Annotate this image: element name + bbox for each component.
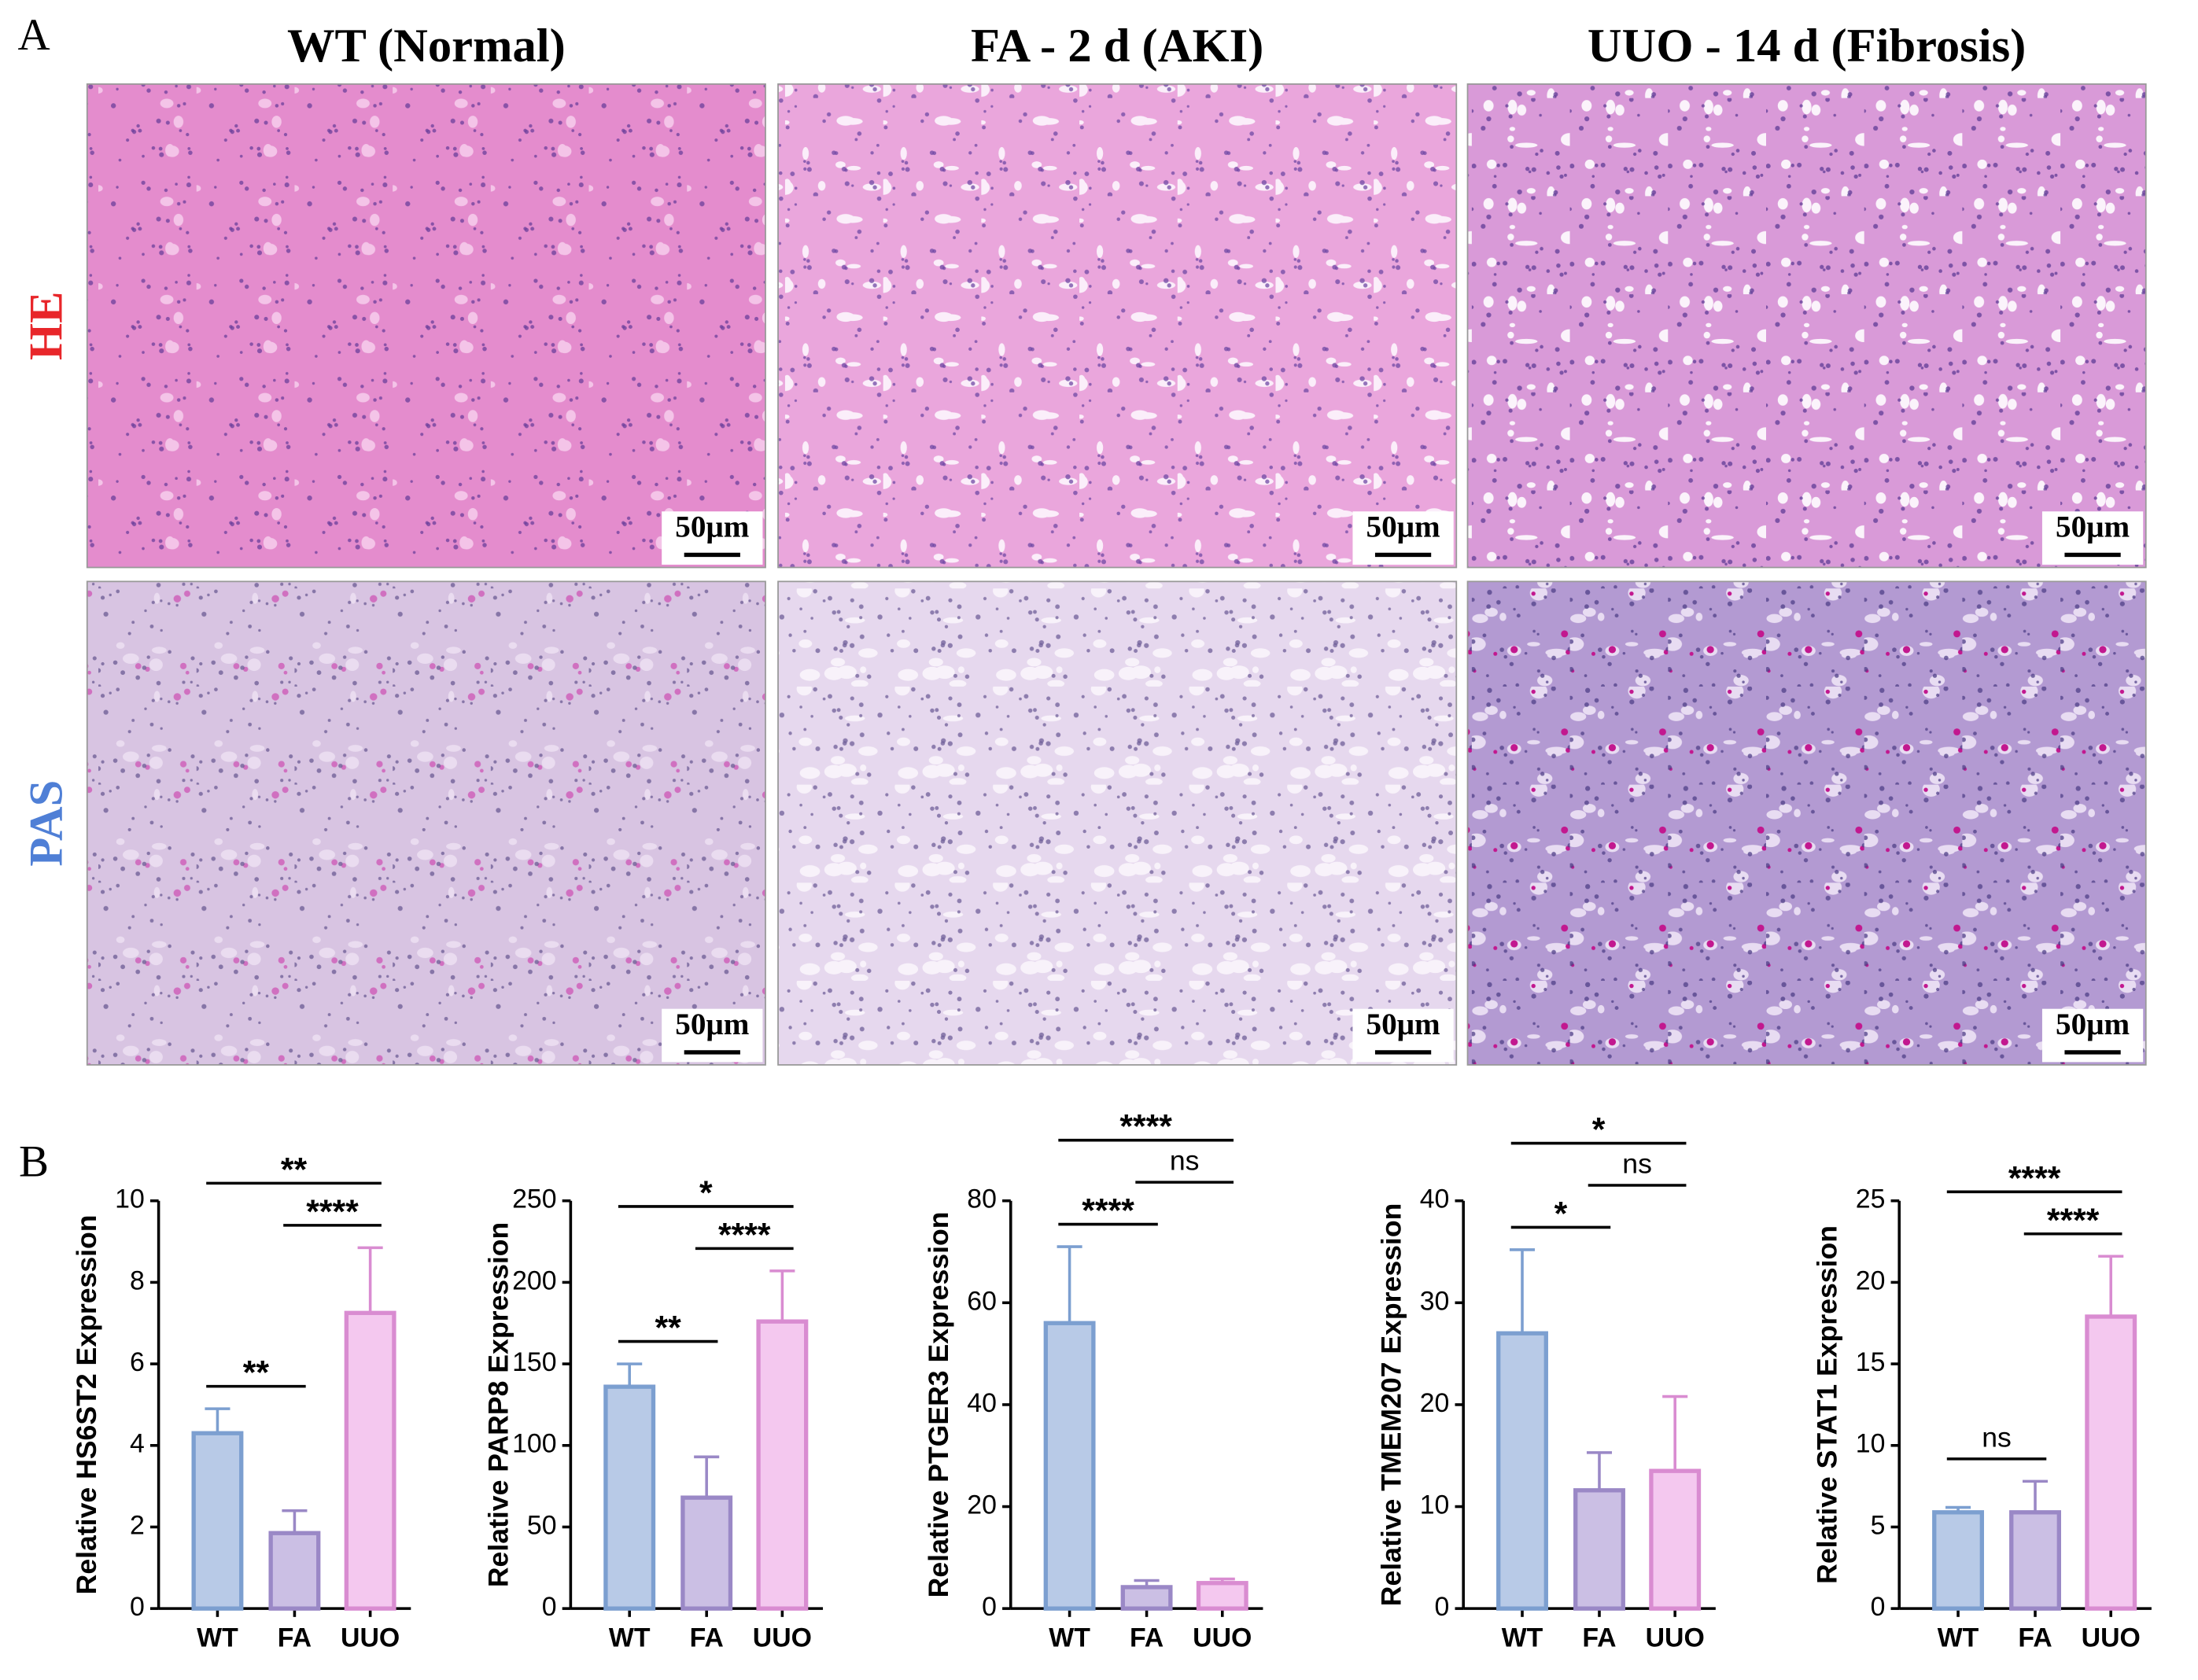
scale-bar-label: 50μm bbox=[2056, 1008, 2130, 1041]
x-tick-label: WT bbox=[1502, 1623, 1543, 1652]
x-tick-label: UUO bbox=[1646, 1623, 1705, 1652]
x-tick-label: WT bbox=[197, 1623, 238, 1652]
bar bbox=[344, 1310, 396, 1611]
x-tick-label: WT bbox=[609, 1623, 651, 1652]
scale-bar-label: 50μm bbox=[1366, 1008, 1440, 1041]
bar bbox=[1649, 1468, 1702, 1611]
x-tick-label: FA bbox=[690, 1623, 724, 1652]
histology-image bbox=[86, 580, 766, 1066]
y-tick-label: 40 bbox=[1420, 1184, 1450, 1214]
y-tick-label: 15 bbox=[1856, 1347, 1886, 1377]
scale-bar-label: 50μm bbox=[675, 510, 749, 543]
histology-image bbox=[777, 83, 1458, 569]
histology-image bbox=[1466, 83, 2147, 569]
scale-bar-label: 50μm bbox=[675, 1008, 749, 1041]
bar bbox=[2009, 1510, 2061, 1611]
y-axis-label: Relative PTGER3 Expression bbox=[923, 1212, 954, 1598]
bar bbox=[756, 1319, 809, 1611]
column-title: FA - 2 d (AKI) bbox=[971, 20, 1263, 72]
significance-label: **** bbox=[306, 1193, 359, 1231]
x-tick-label: UUO bbox=[2082, 1623, 2141, 1652]
y-tick-label: 6 bbox=[130, 1347, 145, 1377]
row-label: PAS bbox=[20, 780, 72, 867]
y-tick-label: 10 bbox=[1420, 1490, 1450, 1520]
y-tick-label: 5 bbox=[1871, 1510, 1886, 1540]
y-tick-label: 150 bbox=[512, 1347, 556, 1377]
y-axis-label: Relative HS6ST2 Expression bbox=[71, 1214, 102, 1594]
y-tick-label: 20 bbox=[1856, 1266, 1886, 1295]
significance-label: ** bbox=[243, 1354, 270, 1392]
y-tick-label: 2 bbox=[130, 1510, 145, 1540]
y-tick-label: 10 bbox=[115, 1184, 145, 1214]
bar bbox=[1932, 1510, 1985, 1611]
panel-label: B bbox=[19, 1137, 49, 1186]
significance-label: * bbox=[1554, 1195, 1568, 1232]
y-tick-label: 10 bbox=[1856, 1429, 1886, 1459]
significance-label: ns bbox=[1170, 1145, 1200, 1177]
bar bbox=[191, 1431, 244, 1611]
bar bbox=[1496, 1331, 1548, 1611]
significance-label: **** bbox=[1119, 1108, 1172, 1146]
x-tick-label: FA bbox=[1130, 1623, 1164, 1652]
significance-label: ** bbox=[655, 1310, 682, 1347]
bar bbox=[2085, 1314, 2137, 1611]
column-title: WT (Normal) bbox=[287, 20, 566, 72]
y-axis-label: Relative PARP8 Expression bbox=[483, 1222, 514, 1587]
bar bbox=[1120, 1585, 1173, 1611]
y-tick-label: 200 bbox=[512, 1266, 556, 1295]
y-tick-label: 0 bbox=[542, 1592, 557, 1622]
y-tick-label: 0 bbox=[130, 1592, 145, 1622]
x-tick-label: UUO bbox=[341, 1623, 400, 1652]
y-tick-label: 80 bbox=[967, 1184, 997, 1214]
scale-bar-label: 50μm bbox=[1366, 510, 1440, 543]
y-tick-label: 8 bbox=[130, 1266, 145, 1295]
significance-label: ns bbox=[1622, 1148, 1652, 1179]
y-tick-label: 60 bbox=[967, 1286, 997, 1316]
bar bbox=[603, 1384, 656, 1611]
x-tick-label: FA bbox=[1582, 1623, 1616, 1652]
x-tick-label: WT bbox=[1049, 1623, 1090, 1652]
x-tick-label: UUO bbox=[1193, 1623, 1252, 1652]
significance-label: **** bbox=[2008, 1159, 2061, 1197]
y-axis-label: Relative TMEM207 Expression bbox=[1376, 1203, 1407, 1607]
y-tick-label: 0 bbox=[1435, 1592, 1450, 1622]
significance-label: * bbox=[699, 1174, 713, 1212]
y-tick-label: 0 bbox=[982, 1592, 997, 1622]
x-tick-label: FA bbox=[2018, 1623, 2052, 1652]
y-tick-label: 20 bbox=[1420, 1388, 1450, 1418]
significance-label: ns bbox=[1982, 1421, 2012, 1453]
significance-label: * bbox=[1592, 1111, 1606, 1149]
significance-label: **** bbox=[2047, 1202, 2100, 1240]
x-tick-label: FA bbox=[278, 1623, 312, 1652]
x-tick-label: UUO bbox=[753, 1623, 812, 1652]
row-label: HE bbox=[20, 291, 72, 360]
y-tick-label: 25 bbox=[1856, 1184, 1886, 1214]
bar bbox=[1043, 1321, 1096, 1611]
bar bbox=[268, 1531, 321, 1611]
bar bbox=[1573, 1488, 1625, 1611]
scale-bar-label: 50μm bbox=[2056, 510, 2130, 543]
y-tick-label: 20 bbox=[967, 1490, 997, 1520]
bar bbox=[1196, 1581, 1248, 1611]
panel-label: A bbox=[17, 10, 50, 60]
y-tick-label: 30 bbox=[1420, 1286, 1450, 1316]
y-tick-label: 100 bbox=[512, 1429, 556, 1459]
significance-label: **** bbox=[718, 1216, 771, 1254]
histology-image bbox=[777, 580, 1458, 1066]
histology-image bbox=[1466, 580, 2147, 1066]
y-tick-label: 4 bbox=[130, 1429, 145, 1459]
significance-label: ** bbox=[281, 1151, 308, 1188]
column-title: UUO - 14 d (Fibrosis) bbox=[1588, 20, 2026, 72]
significance-label: **** bbox=[1082, 1192, 1134, 1230]
bar bbox=[680, 1495, 733, 1611]
y-axis-label: Relative STAT1 Expression bbox=[1812, 1225, 1843, 1584]
histology-image bbox=[86, 83, 766, 569]
y-tick-label: 50 bbox=[527, 1510, 557, 1540]
y-tick-label: 0 bbox=[1871, 1592, 1886, 1622]
y-tick-label: 40 bbox=[967, 1388, 997, 1418]
y-tick-label: 250 bbox=[512, 1184, 556, 1214]
x-tick-label: WT bbox=[1938, 1623, 1979, 1652]
